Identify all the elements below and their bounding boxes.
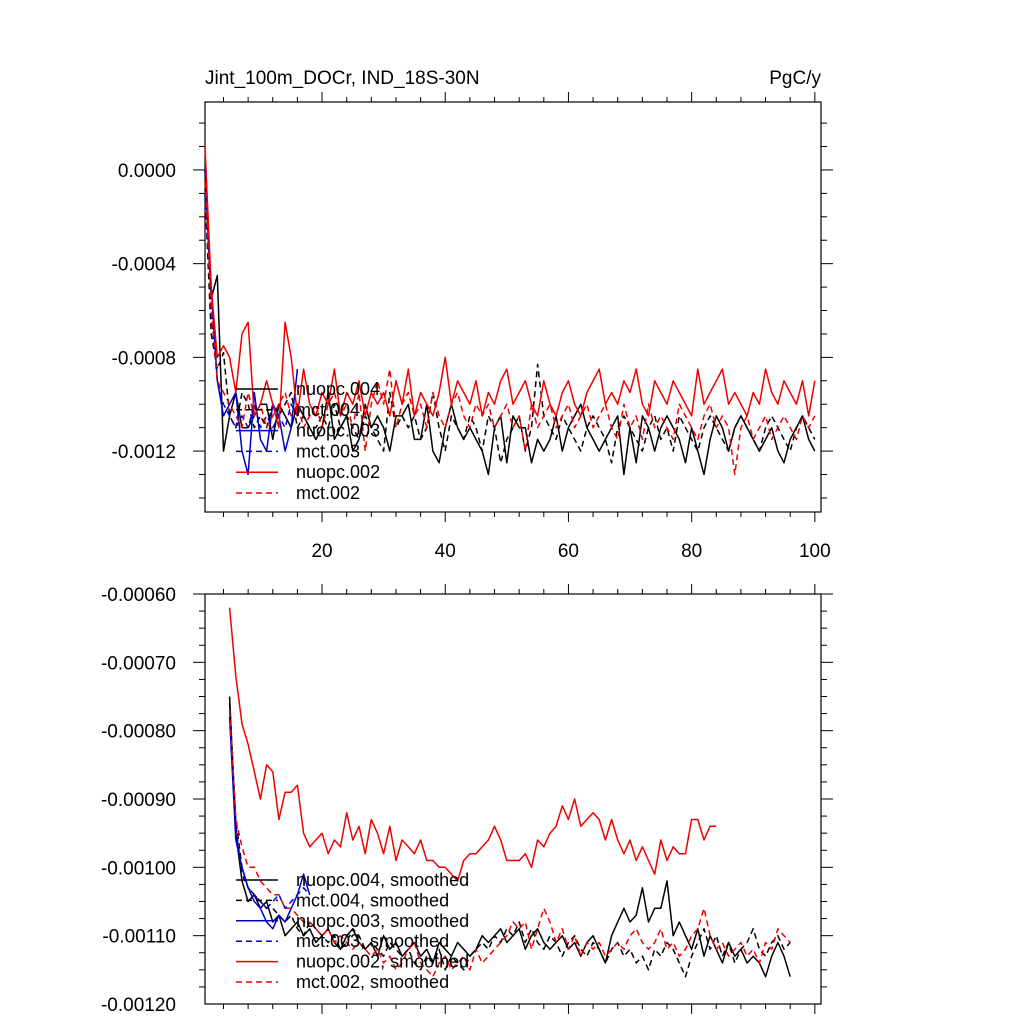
chart-title: Jint_100m_DOCr, IND_18S-30N: [205, 68, 480, 89]
series-line: [228, 710, 791, 978]
plot-frame: [204, 101, 822, 513]
series-lines: [204, 146, 816, 476]
x-tick-label: 80: [681, 541, 702, 562]
legend-label: mct.004: [296, 400, 360, 420]
series-line: [228, 716, 311, 910]
top-panel: Jint_100m_DOCr, IND_18S-30N PgC/y 20 40 60…: [112, 68, 833, 562]
x-tick-label: 20: [311, 541, 332, 562]
legend-label: nuopc.002: [296, 462, 380, 482]
legend-label: nuopc.004, smoothed: [296, 870, 469, 890]
legend-label: mct.002: [296, 483, 360, 503]
series-line: [204, 193, 816, 464]
bottom-panel: -0.00060 -0.00070 -0.00080 -0.00090 -0.00100…: [101, 584, 833, 1016]
legend-label: mct.003, smoothed: [296, 931, 449, 951]
y-tick-label: -0.00110: [102, 927, 176, 948]
y-tick-label: 0.0000: [118, 161, 176, 182]
x-tick-label: 100: [799, 541, 831, 562]
series-lines: [228, 607, 791, 978]
y-tick-label: -0.00060: [101, 585, 176, 606]
chart-units: PgC/y: [769, 68, 821, 89]
legend-label: nuopc.003: [296, 421, 380, 441]
y-tick-label: -0.0012: [112, 442, 176, 463]
y-tick-label: -0.0008: [112, 348, 176, 369]
series-line: [228, 703, 791, 978]
legend-label: nuopc.004: [296, 379, 380, 399]
y-tick-label: -0.00090: [101, 790, 176, 811]
y-tick-label: -0.0004: [112, 255, 177, 276]
series-line: [228, 607, 717, 882]
y-tick-label: -0.00100: [101, 858, 176, 879]
axis-ticks: 20 40 60 80 100 0.0000 -0.0004 -0.0008 -0.0012: [112, 92, 833, 562]
series-line: [204, 146, 816, 429]
legend: nuopc.004mct.004nuopc.003mct.003nuopc.00…: [236, 379, 380, 503]
legend-label: mct.002, smoothed: [296, 972, 449, 992]
legend-label: nuopc.002, smoothed: [296, 952, 469, 972]
legend-label: nuopc.003, smoothed: [296, 911, 469, 931]
y-tick-label: -0.00070: [101, 653, 176, 674]
legend-label: mct.003: [296, 441, 360, 461]
y-tick-label: -0.00080: [101, 722, 176, 743]
series-line: [204, 169, 299, 476]
series-line: [204, 193, 299, 429]
legend-label: mct.004, smoothed: [296, 890, 449, 910]
x-tick-label: 40: [435, 541, 456, 562]
series-line: [228, 716, 311, 930]
x-tick-label: 60: [558, 541, 579, 562]
axis-ticks: -0.00060 -0.00070 -0.00080 -0.00090 -0.00100…: [101, 584, 833, 1016]
y-tick-label: -0.00120: [101, 995, 176, 1016]
